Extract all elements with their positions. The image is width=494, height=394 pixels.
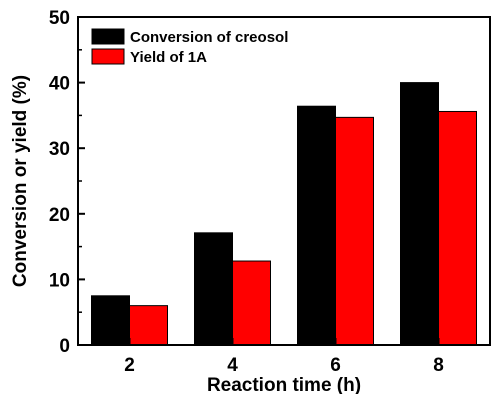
y-tick-label: 10	[49, 270, 70, 291]
legend: Conversion of creosol Yield of 1A	[91, 28, 288, 66]
bar-conversion-8	[400, 82, 439, 346]
legend-label-yield: Yield of 1A	[130, 49, 207, 66]
y-tick-label: 30	[49, 139, 70, 160]
y-tick-label: 40	[49, 74, 70, 95]
bar-yield-2	[129, 305, 168, 346]
bar-yield-4	[232, 260, 271, 346]
x-axis-label: Reaction time (h)	[207, 375, 361, 394]
bar-yield-6	[335, 116, 374, 346]
legend-swatch-conversion	[91, 28, 125, 45]
x-tick-label: 8	[433, 355, 444, 376]
y-axis: 0 10 20 30 40 50	[49, 8, 85, 357]
y-axis-label: Conversion or yield (%)	[10, 75, 31, 287]
x-axis: 2 4 6 8	[124, 338, 444, 376]
legend-swatch-yield	[91, 48, 125, 65]
legend-label-conversion: Conversion of creosol	[130, 29, 288, 46]
bar-conversion-2	[91, 295, 130, 346]
plot-frame	[77, 16, 491, 346]
bar-yield-8	[438, 110, 477, 346]
y-tick-label: 50	[49, 8, 70, 29]
y-tick-label: 0	[59, 336, 70, 357]
bar-conversion-4	[194, 232, 233, 346]
x-tick-label: 6	[330, 355, 341, 376]
bars-group	[91, 82, 477, 346]
x-tick-label: 4	[227, 355, 238, 376]
x-tick-label: 2	[124, 355, 135, 376]
bar-conversion-6	[297, 105, 336, 346]
y-tick-label: 20	[49, 205, 70, 226]
